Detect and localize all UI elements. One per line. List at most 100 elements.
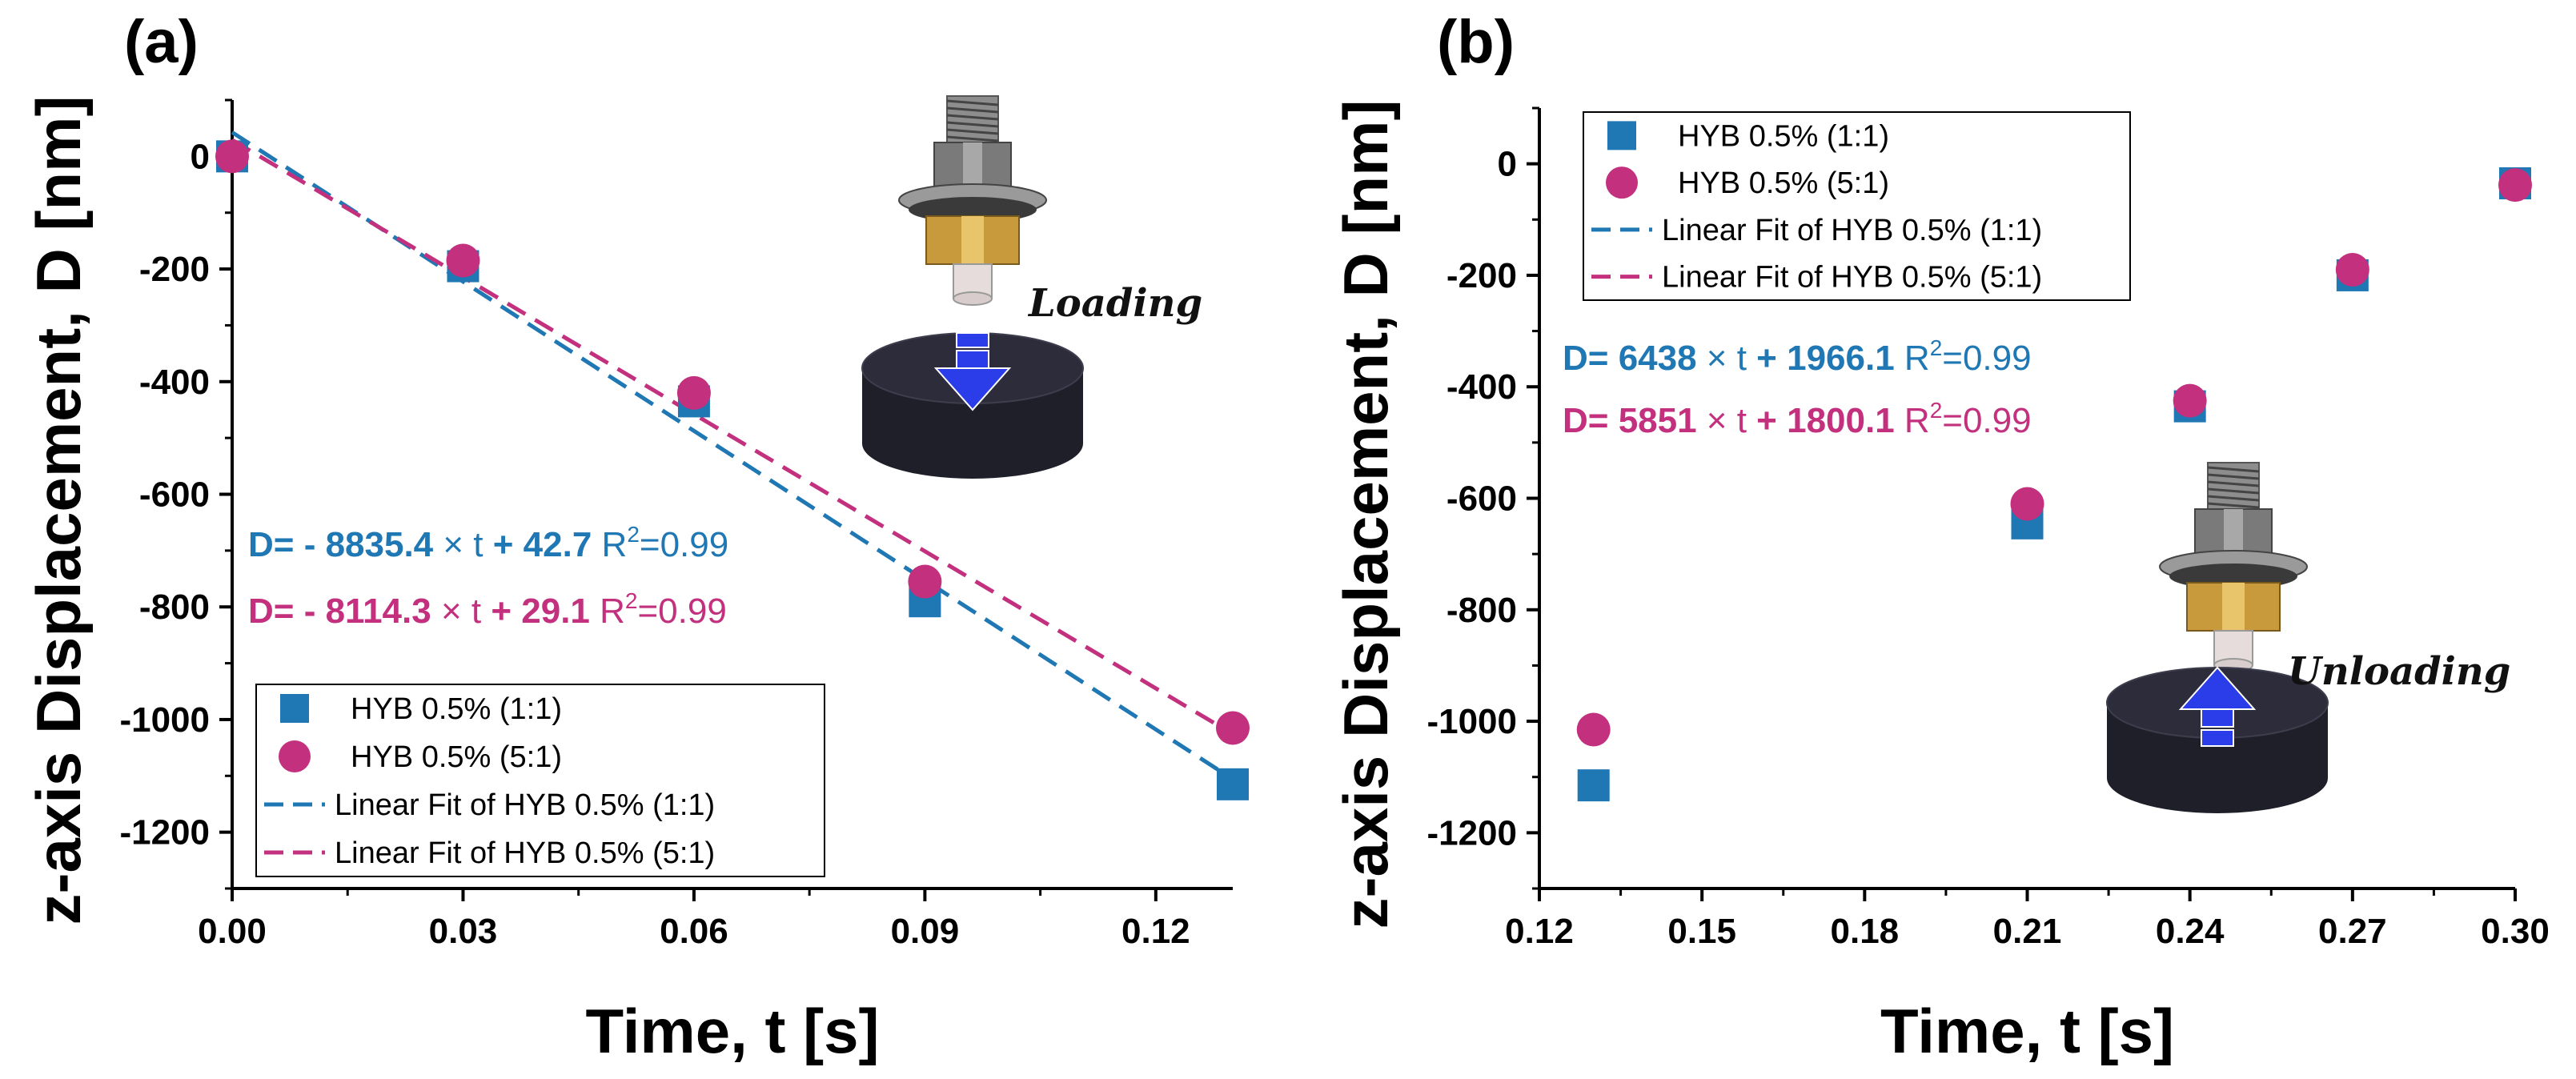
legend-box bbox=[255, 684, 825, 877]
arrow-down-icon bbox=[933, 367, 1012, 411]
equation-part: D= - 8114.3 bbox=[248, 592, 431, 631]
legend: HYB 0.5% (1:1) HYB 0.5% (5:1) Linear Fit o… bbox=[1583, 111, 2131, 301]
thread-line bbox=[946, 99, 999, 106]
thread-line bbox=[2207, 466, 2260, 473]
equation-r2-value: =0.99 bbox=[640, 525, 728, 564]
legend-circle-marker bbox=[1606, 166, 1638, 199]
x-tick-label: 0.09 bbox=[891, 912, 960, 951]
panel-label: (b) bbox=[1437, 8, 1515, 76]
thread-line bbox=[2207, 480, 2260, 487]
equation-part: R bbox=[600, 592, 625, 631]
legend-label: Linear Fit of HYB 0.5% (5:1) bbox=[1662, 261, 2042, 295]
arrow-up-icon bbox=[2201, 708, 2234, 728]
legend-label: Linear Fit of HYB 0.5% (5:1) bbox=[335, 836, 715, 870]
thread-line bbox=[2207, 495, 2260, 502]
equation-part: + 29.1 bbox=[491, 592, 600, 631]
y-tick-label: -200 bbox=[139, 250, 210, 289]
thread-line bbox=[2207, 487, 2260, 495]
equation-part: + 1966.1 bbox=[1756, 339, 1904, 378]
y-tick-label: 0 bbox=[191, 137, 210, 176]
x-tick-label: 0.30 bbox=[2481, 912, 2550, 951]
x-tick-label: 0.21 bbox=[1993, 912, 2062, 951]
thread-line bbox=[946, 121, 999, 128]
sample-puck-bottom bbox=[862, 408, 1083, 479]
x-tick-label: 0.06 bbox=[660, 912, 728, 951]
equation-part: R bbox=[1904, 401, 1930, 440]
equation-part: R bbox=[1904, 339, 1930, 378]
equation-part: D= 6438 bbox=[1563, 339, 1697, 378]
annotation-label: Loading bbox=[1027, 281, 1202, 326]
legend-label: Linear Fit of HYB 0.5% (1:1) bbox=[1662, 214, 2042, 247]
y-tick-label: -1000 bbox=[1426, 702, 1517, 741]
annotation-label: Unloading bbox=[2288, 649, 2510, 694]
legend-box bbox=[1583, 111, 2131, 301]
data-point-circle bbox=[215, 139, 249, 174]
legend-square-marker bbox=[280, 694, 309, 723]
fit-line-5-1 bbox=[231, 138, 1234, 736]
arrow-down-icon bbox=[956, 332, 989, 348]
data-point-circle bbox=[2173, 383, 2207, 418]
y-tick-label: -800 bbox=[139, 588, 210, 627]
panel-label: (a) bbox=[124, 8, 199, 76]
chart-panel-a: 0.00 0.03 0.06 0.09 0.12 0 -200 -400 -600 -800 -10… bbox=[23, 8, 1250, 1066]
legend-label: HYB 0.5% (1:1) bbox=[351, 692, 562, 726]
probe-tip-end bbox=[953, 291, 993, 306]
y-tick-label: -1200 bbox=[119, 813, 210, 852]
y-tick-label: -600 bbox=[139, 475, 210, 515]
equation-superscript: 2 bbox=[627, 522, 640, 547]
data-point-circle bbox=[2010, 487, 2044, 521]
equation-superscript: 2 bbox=[625, 588, 638, 613]
equation-part: R bbox=[602, 525, 628, 564]
legend-circle-marker bbox=[279, 740, 311, 772]
thread-line bbox=[2207, 502, 2260, 509]
equation-part: D= - 8835.4 bbox=[248, 525, 434, 564]
x-axis-title: Time, t [s] bbox=[586, 996, 880, 1066]
equation-superscript: 2 bbox=[1930, 398, 1943, 423]
thread-line bbox=[946, 135, 999, 142]
y-tick-label: -400 bbox=[1446, 367, 1517, 407]
fit-equation: D= - 8835.4 × t + 42.7 R2=0.99 bbox=[248, 522, 728, 564]
brass-highlight bbox=[2222, 583, 2245, 631]
unloading-illustration bbox=[2106, 462, 2329, 813]
legend: HYB 0.5% (1:1) HYB 0.5% (5:1) Linear Fit o… bbox=[255, 684, 825, 877]
equation-part: × t bbox=[431, 592, 492, 631]
x-axis-title: Time, t [s] bbox=[1880, 996, 2174, 1066]
thread-line bbox=[946, 114, 999, 121]
data-point-circle bbox=[2335, 252, 2369, 287]
data-point-square bbox=[1577, 769, 1610, 802]
legend-square-marker bbox=[1607, 121, 1636, 150]
fit-equation: D= 6438 × t + 1966.1 R2=0.99 bbox=[1563, 335, 2032, 378]
equation-r2-value: =0.99 bbox=[1942, 401, 2031, 440]
equation-r2-value: =0.99 bbox=[637, 592, 726, 631]
data-point-square bbox=[1217, 768, 1249, 800]
equation-part: D= 5851 bbox=[1563, 401, 1697, 440]
brass-highlight bbox=[961, 216, 984, 264]
arrow-up-icon bbox=[2201, 729, 2234, 747]
equation-superscript: 2 bbox=[1930, 335, 1943, 360]
x-tick-label: 0.18 bbox=[1831, 912, 1900, 951]
loading-illustration bbox=[861, 95, 1084, 479]
equation-part: × t bbox=[1697, 339, 1757, 378]
y-tick-label: -200 bbox=[1446, 256, 1517, 295]
x-tick-label: 0.15 bbox=[1667, 912, 1736, 951]
y-tick-label: -600 bbox=[1446, 479, 1517, 519]
sample-puck-bottom bbox=[2107, 743, 2328, 813]
fit-equation: D= - 8114.3 × t + 29.1 R2=0.99 bbox=[248, 588, 727, 631]
y-tick-label: 0 bbox=[1498, 145, 1517, 184]
data-point-circle bbox=[1216, 711, 1250, 745]
x-tick-label: 0.12 bbox=[1505, 912, 1574, 951]
thread-line bbox=[946, 128, 999, 135]
data-point-circle bbox=[908, 564, 942, 599]
equation-part: + 1800.1 bbox=[1756, 401, 1904, 440]
arrow-down-icon bbox=[956, 350, 989, 369]
thread-line bbox=[946, 106, 999, 114]
data-point-circle bbox=[1576, 712, 1611, 747]
x-tick-label: 0.27 bbox=[2318, 912, 2387, 951]
y-axis-title: z-axis Displacement, D [nm] bbox=[23, 96, 94, 925]
y-axis-title: z-axis Displacement, D [nm] bbox=[1330, 100, 1401, 929]
thread-line bbox=[2207, 473, 2260, 480]
x-tick-label: 0.24 bbox=[2156, 912, 2225, 951]
x-tick-label: 0.00 bbox=[198, 912, 267, 951]
data-point-circle bbox=[676, 375, 711, 410]
